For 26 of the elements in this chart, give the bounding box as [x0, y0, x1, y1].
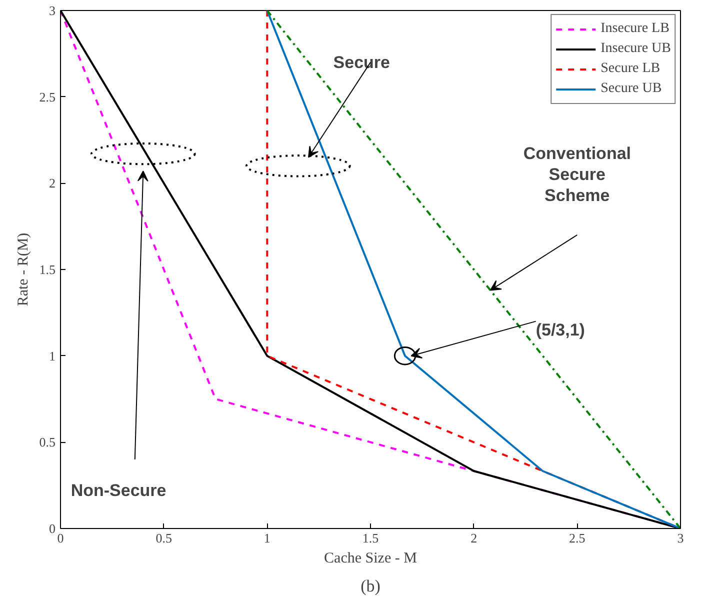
annotation: (5/3,1) [536, 320, 585, 340]
legend-label: Secure UB [600, 81, 662, 97]
legend-label: Insecure UB [600, 41, 671, 57]
line-series [60, 10, 680, 528]
y-tick-label: 1.5 [39, 262, 56, 277]
y-axis-title: Rate - R(M) [15, 232, 32, 306]
y-tick-label: 2 [49, 176, 56, 191]
legend-label: Insecure LB [600, 21, 670, 37]
annotation: Conventional Secure Scheme [523, 144, 632, 205]
text: (b) [360, 576, 380, 596]
x-tick-label: 1 [264, 530, 270, 546]
x-tick-label: 2 [470, 530, 478, 546]
annotation: Non-Secure [70, 481, 166, 500]
y-tick-label: 3 [49, 3, 56, 18]
x-tick-label: 2.5 [569, 530, 586, 546]
line-series [266, 10, 680, 528]
x-tick-label: 1.5 [362, 530, 379, 546]
x-tick-label: 3 [677, 530, 684, 546]
y-tick-label: 1 [49, 348, 56, 364]
y-tick-label: 0.5 [39, 434, 56, 450]
y-tick-label: 0 [49, 521, 56, 536]
x-tick-label: 0.5 [156, 530, 172, 546]
annotation: Secure [333, 52, 390, 72]
x-axis-title: Cache Size - M [324, 550, 417, 566]
y-tick-label: 2.5 [39, 89, 56, 104]
legend-label: Secure LB [600, 61, 660, 77]
